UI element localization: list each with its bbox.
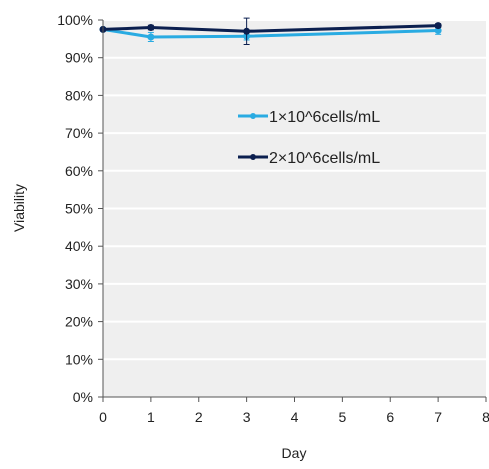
series-line xyxy=(102,24,439,33)
y-tick-label: 80% xyxy=(65,87,93,103)
y-axis-title: Viability xyxy=(11,184,27,232)
x-tick-label: 5 xyxy=(338,409,346,425)
y-tick-label: 100% xyxy=(57,12,93,28)
series-layer xyxy=(99,17,442,46)
gridlines xyxy=(103,19,486,361)
x-tick-label: 4 xyxy=(291,409,299,425)
y-tick-label: 70% xyxy=(65,125,93,141)
x-axis-title: Day xyxy=(282,445,307,461)
y-tick-label: 90% xyxy=(65,50,93,66)
series-line xyxy=(102,27,439,39)
data-point xyxy=(243,27,251,35)
legend-marker-series-1 xyxy=(250,113,256,119)
x-tick-label: 2 xyxy=(195,409,203,425)
x-tick-label: 1 xyxy=(147,409,155,425)
x-tick-labels: 0 1 2 3 4 5 6 7 8 xyxy=(99,397,489,425)
data-point xyxy=(147,24,155,32)
legend: 1×10^6cells/mL 2×10^6cells/mL xyxy=(238,109,380,167)
x-tick-label: 3 xyxy=(243,409,251,425)
y-tick-label: 30% xyxy=(65,276,93,292)
y-tick-label: 20% xyxy=(65,314,93,330)
data-point xyxy=(147,33,155,41)
legend-label-series-2: 2×10^6cells/mL xyxy=(269,150,380,167)
y-tick-label: 0% xyxy=(73,389,93,405)
y-tick-label: 50% xyxy=(65,201,93,217)
y-tick-labels: 0% 10% 20% 30% 40% 50% 60% 70% 80% 90% 100% xyxy=(57,12,103,405)
x-tick-label: 0 xyxy=(99,409,107,425)
data-point xyxy=(434,22,442,30)
series-2 xyxy=(99,17,442,46)
x-tick-label: 6 xyxy=(386,409,394,425)
y-tick-label: 60% xyxy=(65,163,93,179)
y-tick-label: 40% xyxy=(65,238,93,254)
legend-label-series-1: 1×10^6cells/mL xyxy=(269,109,380,126)
x-tick-label: 8 xyxy=(482,409,489,425)
data-point xyxy=(434,27,442,35)
x-tick-label: 7 xyxy=(434,409,442,425)
y-tick-label: 10% xyxy=(65,351,93,367)
legend-marker-series-2 xyxy=(250,154,256,160)
